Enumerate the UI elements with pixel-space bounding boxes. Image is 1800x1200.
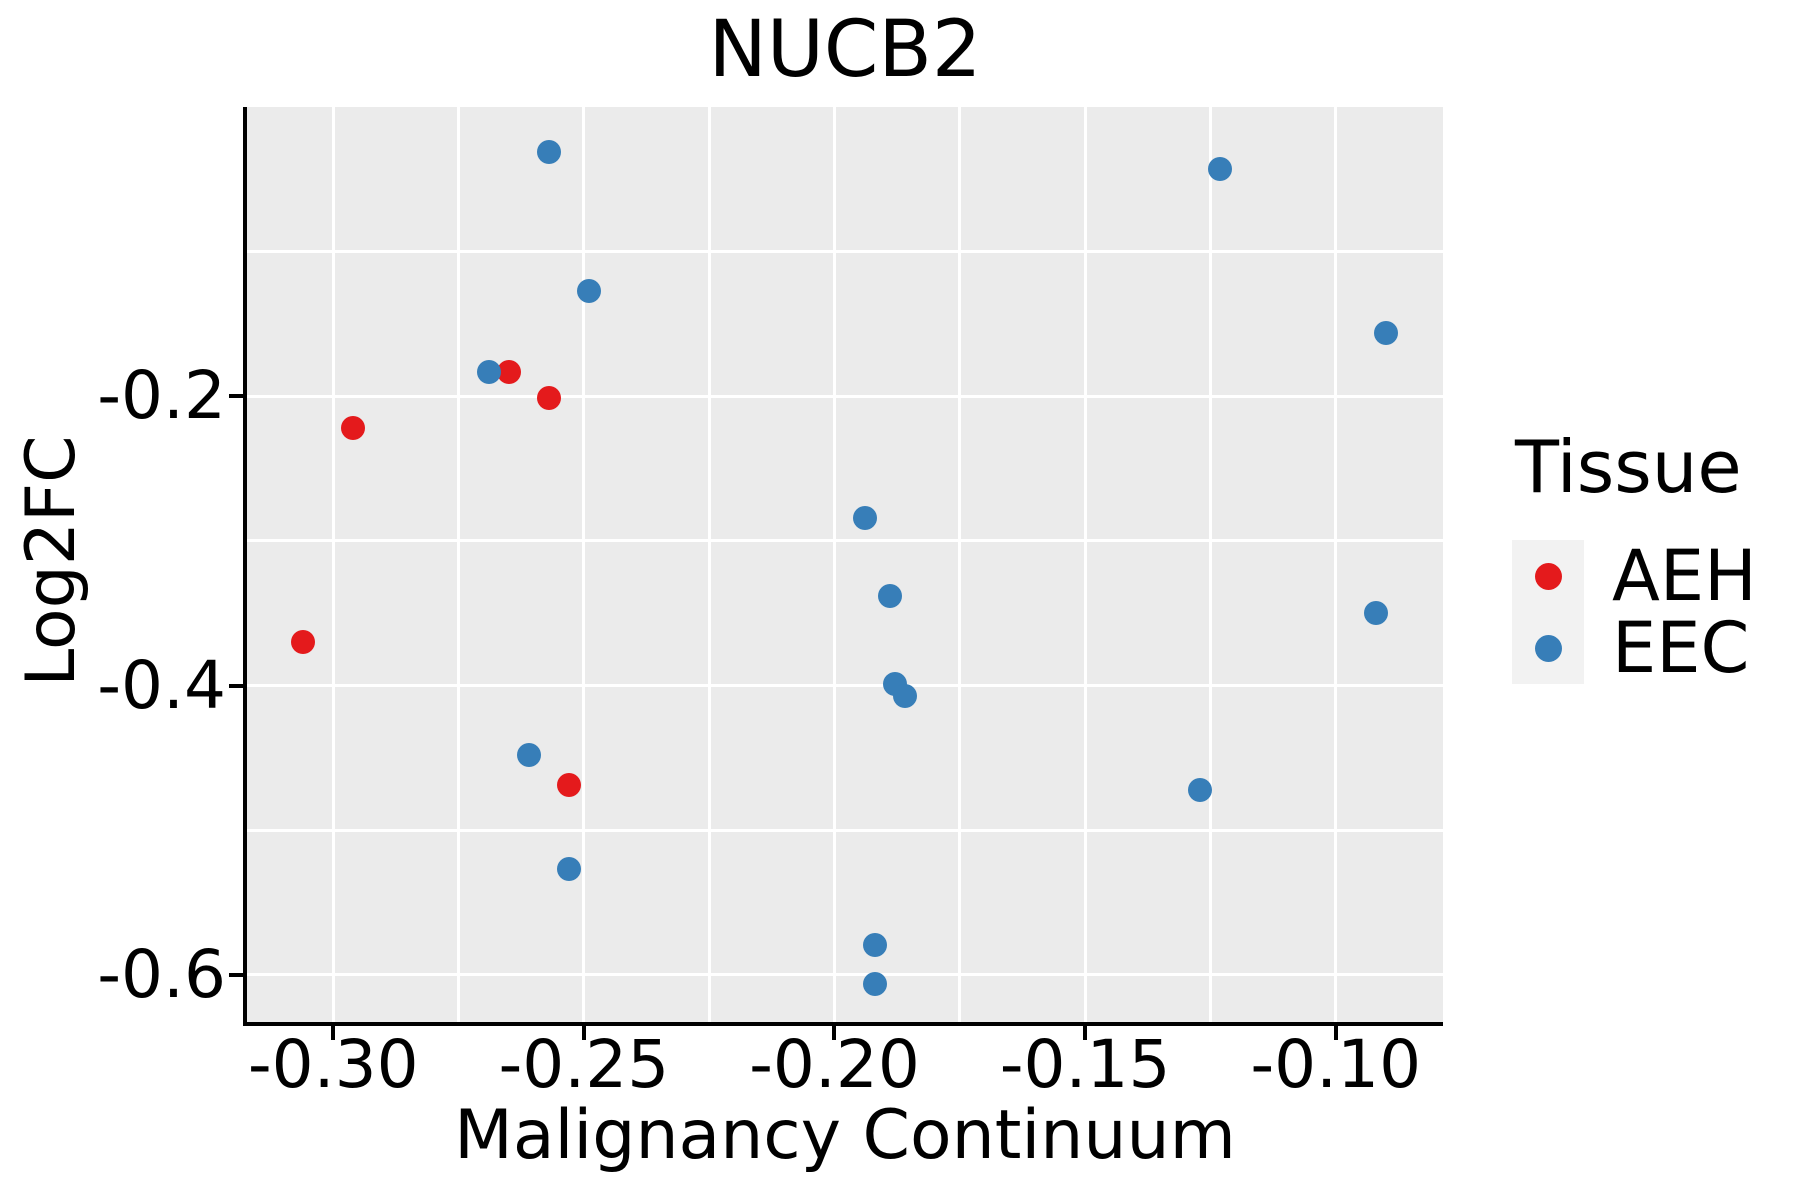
data-point-eec (877, 583, 902, 608)
data-point-aeh (536, 385, 561, 410)
data-point-eec (862, 971, 887, 996)
legend-title: Tissue (1515, 425, 1742, 509)
vertical-gridline (1208, 107, 1212, 1022)
data-point-eec (862, 932, 887, 957)
data-point-eec (576, 278, 601, 303)
x-axis-tick (832, 1026, 837, 1040)
x-tick-label: -0.30 (247, 1026, 419, 1103)
data-point-eec (476, 359, 501, 384)
y-axis-tick (229, 394, 243, 399)
x-axis-tick (581, 1026, 586, 1040)
data-point-eec (1363, 601, 1388, 626)
y-tick-label: -0.2 (97, 357, 226, 435)
x-axis-title: Malignancy Continuum (454, 1096, 1236, 1175)
vertical-gridline (1334, 107, 1338, 1022)
vertical-gridline (958, 107, 962, 1022)
chart-title: NUCB2 (708, 5, 982, 95)
vertical-gridline (457, 107, 461, 1022)
horizontal-gridline (247, 250, 1443, 254)
x-tick-label: -0.20 (749, 1026, 920, 1103)
horizontal-gridline (247, 684, 1443, 688)
x-axis-tick (331, 1026, 336, 1040)
data-point-eec (556, 857, 581, 882)
plot-panel (247, 107, 1443, 1022)
x-tick-label: -0.25 (498, 1026, 670, 1103)
vertical-gridline (331, 107, 335, 1022)
data-point-eec (1373, 320, 1398, 345)
data-point-eec (852, 505, 877, 530)
data-point-eec (1188, 777, 1213, 802)
data-point-eec (892, 683, 917, 708)
x-axis-spine (243, 1022, 1443, 1026)
legend-marker-eec-icon (1534, 634, 1562, 662)
x-tick-label: -0.10 (1250, 1026, 1422, 1103)
y-axis-tick (229, 683, 243, 688)
legend-label-eec: EEC (1612, 607, 1750, 689)
vertical-gridline (832, 107, 836, 1022)
data-point-eec (1208, 157, 1233, 182)
horizontal-gridline (247, 539, 1443, 543)
y-axis-spine (243, 107, 247, 1026)
horizontal-gridline (247, 394, 1443, 398)
data-point-aeh (496, 359, 521, 384)
data-point-eec (536, 139, 561, 164)
data-point-eec (516, 743, 541, 768)
legend-key-aeh (1512, 540, 1584, 612)
data-point-aeh (341, 416, 366, 441)
legend-marker-aeh-icon (1534, 562, 1562, 590)
legend-key-eec (1512, 612, 1584, 684)
x-axis-tick (1333, 1026, 1338, 1040)
vertical-gridline (707, 107, 711, 1022)
x-axis-tick (1083, 1026, 1088, 1040)
vertical-gridline (582, 107, 586, 1022)
y-axis-tick (229, 972, 243, 977)
data-point-aeh (291, 630, 316, 655)
horizontal-gridline (247, 973, 1443, 977)
y-tick-label: -0.6 (97, 935, 226, 1013)
y-tick-label: -0.4 (97, 646, 226, 724)
data-point-aeh (556, 773, 581, 798)
vertical-gridline (1083, 107, 1087, 1022)
legend-label-aeh: AEH (1612, 535, 1757, 617)
horizontal-gridline (247, 828, 1443, 832)
x-tick-label: -0.15 (999, 1026, 1171, 1103)
